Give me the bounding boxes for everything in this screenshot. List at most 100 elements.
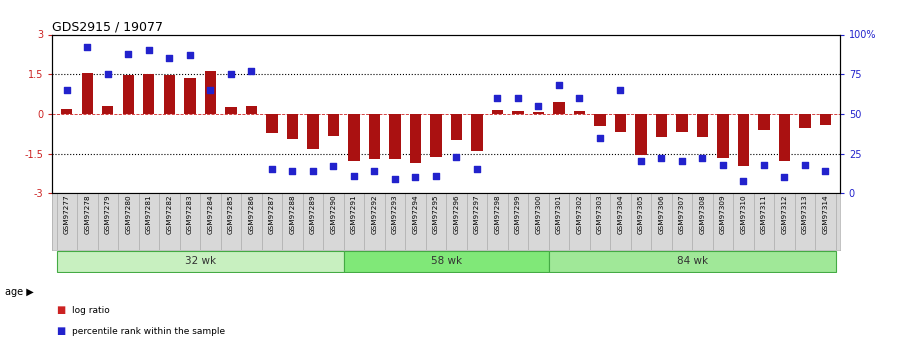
Point	[531, 103, 546, 109]
Bar	[820, 114, 831, 125]
Text: GSM97301: GSM97301	[556, 194, 562, 234]
Bar	[328, 114, 339, 136]
Point	[244, 68, 259, 74]
Text: GSM97290: GSM97290	[330, 194, 337, 234]
FancyBboxPatch shape	[548, 251, 835, 272]
Text: GSM97309: GSM97309	[720, 194, 726, 234]
Point	[757, 162, 771, 167]
Point	[183, 52, 197, 58]
Bar	[368, 114, 380, 159]
Text: GSM97279: GSM97279	[105, 194, 110, 234]
Text: log ratio: log ratio	[72, 306, 110, 315]
Text: GSM97277: GSM97277	[64, 194, 70, 234]
Bar	[102, 106, 113, 114]
Text: GSM97299: GSM97299	[515, 194, 521, 234]
Text: GSM97303: GSM97303	[597, 194, 603, 234]
Point	[387, 176, 402, 182]
Bar	[799, 114, 811, 128]
Text: GSM97282: GSM97282	[167, 194, 172, 234]
Text: GSM97284: GSM97284	[207, 194, 214, 234]
Bar	[348, 114, 359, 161]
Text: GSM97292: GSM97292	[371, 194, 377, 234]
Text: GSM97287: GSM97287	[269, 194, 275, 234]
Point	[141, 48, 156, 53]
Text: GSM97295: GSM97295	[433, 194, 439, 234]
Bar	[287, 114, 298, 139]
Point	[470, 167, 484, 172]
Point	[491, 95, 505, 101]
Bar	[676, 114, 688, 131]
Point	[716, 162, 730, 167]
Bar	[635, 114, 646, 155]
Text: percentile rank within the sample: percentile rank within the sample	[72, 327, 225, 336]
Bar	[81, 73, 93, 114]
Point	[408, 175, 423, 180]
Point	[224, 71, 238, 77]
Bar	[697, 114, 708, 137]
Text: GSM97305: GSM97305	[638, 194, 644, 234]
Bar	[205, 71, 216, 114]
Point	[614, 87, 628, 93]
Point	[818, 168, 833, 174]
FancyBboxPatch shape	[344, 251, 548, 272]
Bar	[185, 78, 195, 114]
Bar	[143, 73, 155, 114]
Bar	[451, 114, 462, 139]
Bar	[430, 114, 442, 157]
Text: GSM97294: GSM97294	[413, 194, 418, 234]
Text: GDS2915 / 19077: GDS2915 / 19077	[52, 20, 164, 33]
Text: GSM97296: GSM97296	[453, 194, 460, 234]
Point	[203, 87, 217, 93]
Bar	[656, 114, 667, 137]
Bar	[718, 114, 729, 158]
Point	[654, 156, 669, 161]
Text: GSM97314: GSM97314	[823, 194, 828, 234]
Bar	[553, 102, 565, 114]
Point	[326, 164, 340, 169]
Text: GSM97302: GSM97302	[576, 194, 583, 234]
Point	[552, 82, 567, 88]
Point	[449, 154, 463, 159]
Bar	[512, 111, 524, 114]
Bar	[491, 110, 503, 114]
Text: GSM97304: GSM97304	[617, 194, 624, 234]
Point	[634, 159, 648, 164]
Point	[306, 168, 320, 174]
Text: GSM97286: GSM97286	[248, 194, 254, 234]
Bar	[164, 76, 175, 114]
Bar	[123, 76, 134, 114]
Bar	[246, 106, 257, 114]
Text: GSM97313: GSM97313	[802, 194, 808, 234]
Text: GSM97311: GSM97311	[761, 194, 767, 234]
Text: 32 wk: 32 wk	[185, 256, 215, 266]
Bar	[758, 114, 769, 130]
Point	[510, 95, 525, 101]
Point	[285, 168, 300, 174]
Point	[777, 175, 792, 180]
Point	[264, 167, 279, 172]
Text: ■: ■	[56, 306, 65, 315]
Bar	[62, 109, 72, 114]
Text: 58 wk: 58 wk	[431, 256, 462, 266]
Bar	[574, 111, 585, 114]
Bar	[738, 114, 749, 166]
Point	[60, 87, 74, 93]
Bar	[225, 107, 236, 114]
Text: GSM97306: GSM97306	[659, 194, 664, 234]
Point	[572, 95, 586, 101]
Point	[81, 45, 95, 50]
Text: GSM97285: GSM97285	[228, 194, 233, 234]
Bar	[308, 114, 319, 149]
Point	[162, 56, 176, 61]
Point	[737, 178, 751, 183]
Text: GSM97283: GSM97283	[186, 194, 193, 234]
Bar	[472, 114, 482, 151]
Text: GSM97289: GSM97289	[310, 194, 316, 234]
Text: GSM97291: GSM97291	[351, 194, 357, 234]
Text: ■: ■	[56, 326, 65, 336]
Text: GSM97280: GSM97280	[126, 194, 131, 234]
Text: GSM97297: GSM97297	[474, 194, 480, 234]
Point	[347, 173, 361, 178]
Text: GSM97281: GSM97281	[146, 194, 152, 234]
Point	[593, 135, 607, 140]
